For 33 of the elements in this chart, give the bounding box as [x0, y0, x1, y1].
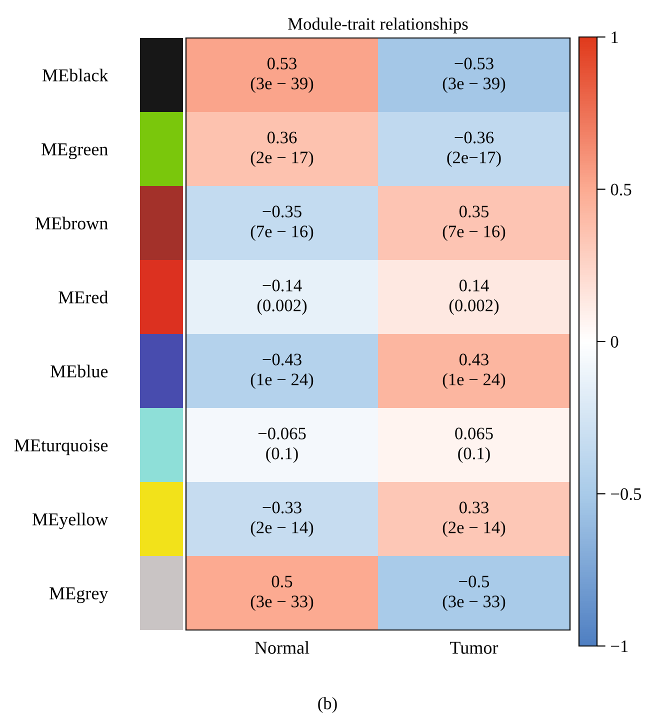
- data-label: 0.36 (2e − 17): [250, 132, 314, 167]
- color-bar-label: 1: [612, 32, 618, 44]
- x-tick-label: Normal: [254, 641, 310, 654]
- y-tick-label: MEturquoise: [14, 439, 108, 456]
- data-label: −0.43 (1e − 24): [250, 354, 314, 389]
- data-label: 0.14 (0.002): [449, 280, 499, 315]
- color-bar-label: 0.5: [610, 184, 632, 196]
- data-label: −0.53 (3e − 39): [442, 58, 506, 93]
- color-bar-label: −1: [611, 640, 628, 652]
- y-tick-label: MEblue: [50, 364, 108, 378]
- data-label: 0.33 (2e − 14): [442, 502, 506, 537]
- data-label: −0.065 (0.1): [258, 428, 306, 463]
- data-label: 0.5 (3e − 33): [250, 576, 314, 611]
- data-label: 0.43 (1e − 24): [442, 354, 506, 389]
- x-tick-label: Tumor: [450, 642, 498, 654]
- data-label: −0.14 (0.002): [257, 280, 307, 315]
- text: (b): [318, 697, 337, 713]
- y-tick-label: MEyellow: [32, 512, 108, 530]
- color-bar-label: 0: [610, 336, 618, 348]
- y-tick-label: MEgreen: [42, 143, 108, 160]
- data-label: 0.065 (0.1): [455, 428, 493, 463]
- y-tick-label: MEred: [58, 290, 108, 304]
- data-label: −0.36 (2e−17): [447, 132, 501, 167]
- y-tick-label: MEblack: [42, 68, 108, 82]
- data-label: −0.5 (3e − 33): [442, 576, 506, 611]
- data-label: −0.33 (2e − 14): [250, 502, 314, 537]
- color-bar-label: −0.5: [611, 488, 642, 500]
- chart-title: Module-trait relationships: [288, 18, 468, 34]
- data-label: 0.53 (3e − 39): [250, 58, 314, 93]
- y-tick-label: MEgrey: [50, 587, 108, 604]
- y-tick-label: MEbrown: [36, 216, 108, 230]
- data-label: −0.35 (7e − 16): [250, 206, 314, 241]
- data-label: 0.35 (7e − 16): [442, 206, 506, 241]
